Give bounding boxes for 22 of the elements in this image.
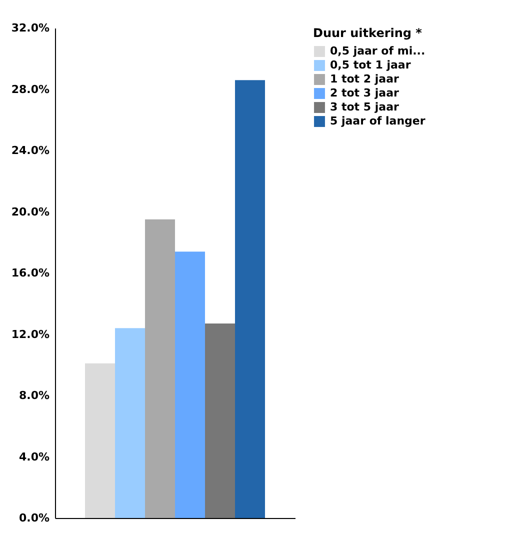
y-tick-label: 12.0% — [11, 328, 50, 341]
legend-label: 0,5 jaar of mi... — [330, 44, 426, 58]
y-tick-label: 0.0% — [18, 512, 50, 524]
y-tick-label: 8.0% — [18, 389, 50, 402]
legend-label: 3 tot 5 jaar — [330, 100, 400, 114]
y-tick-label: 24.0% — [11, 144, 50, 157]
legend-title: Duur uitkering * — [313, 26, 423, 40]
y-tick-label: 32.0% — [11, 22, 50, 34]
legend-label: 5 jaar of langer — [330, 114, 426, 128]
y-tick-label: 4.0% — [18, 450, 50, 464]
bar — [85, 363, 115, 518]
legend-label: 1 tot 2 jaar — [330, 72, 400, 86]
bar — [235, 80, 265, 518]
legend-label: 0,5 tot 1 jaar — [330, 58, 412, 72]
bar — [175, 252, 205, 518]
bar — [205, 324, 235, 518]
bar — [115, 328, 145, 518]
bar — [145, 219, 175, 518]
y-tick-label: 20.0% — [11, 205, 50, 218]
legend-label: 2 tot 3 jaar — [330, 86, 400, 100]
y-tick-label: 16.0% — [11, 266, 50, 280]
y-tick-label: 28.0% — [11, 82, 50, 96]
